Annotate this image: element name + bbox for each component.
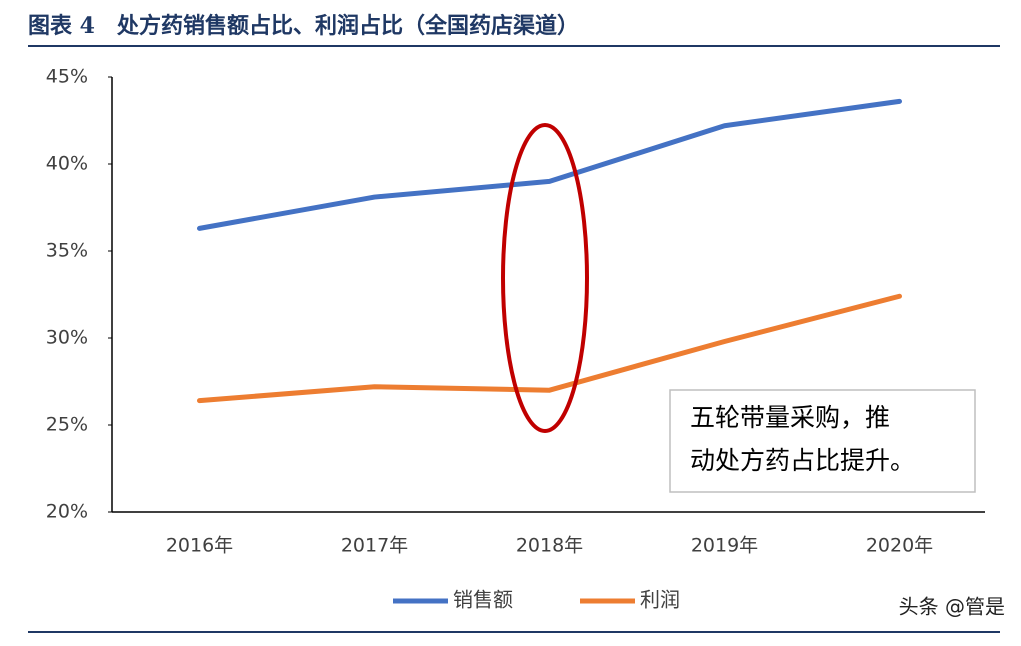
legend-label: 利润 (640, 588, 680, 612)
x-tick-label: 2018年 (516, 535, 583, 557)
chart-title: 图表 4 处方药销售额占比、利润占比（全国药店渠道） (28, 13, 579, 39)
x-tick-label: 2019年 (691, 535, 758, 557)
watermark: 头条 @管是 (899, 595, 1005, 619)
y-tick-label: 35% (46, 240, 88, 262)
x-tick-label: 2016年 (166, 535, 233, 557)
legend-label: 销售额 (453, 588, 513, 612)
x-tick-label: 2017年 (341, 535, 408, 557)
annotation: 动处方药占比提升。 (690, 446, 915, 475)
annotation-box (669, 389, 976, 493)
y-tick-label: 20% (46, 501, 88, 523)
highlight-ellipse (501, 123, 589, 433)
y-tick-label: 45% (46, 66, 88, 88)
series-line (197, 293, 902, 404)
y-tick-label: 25% (46, 414, 88, 436)
annotation: 五轮带量采购，推 (690, 403, 890, 432)
y-tick-label: 40% (46, 153, 88, 175)
x-tick-label: 2020年 (866, 535, 933, 557)
series-line (197, 98, 902, 231)
y-tick-label: 30% (46, 327, 88, 349)
